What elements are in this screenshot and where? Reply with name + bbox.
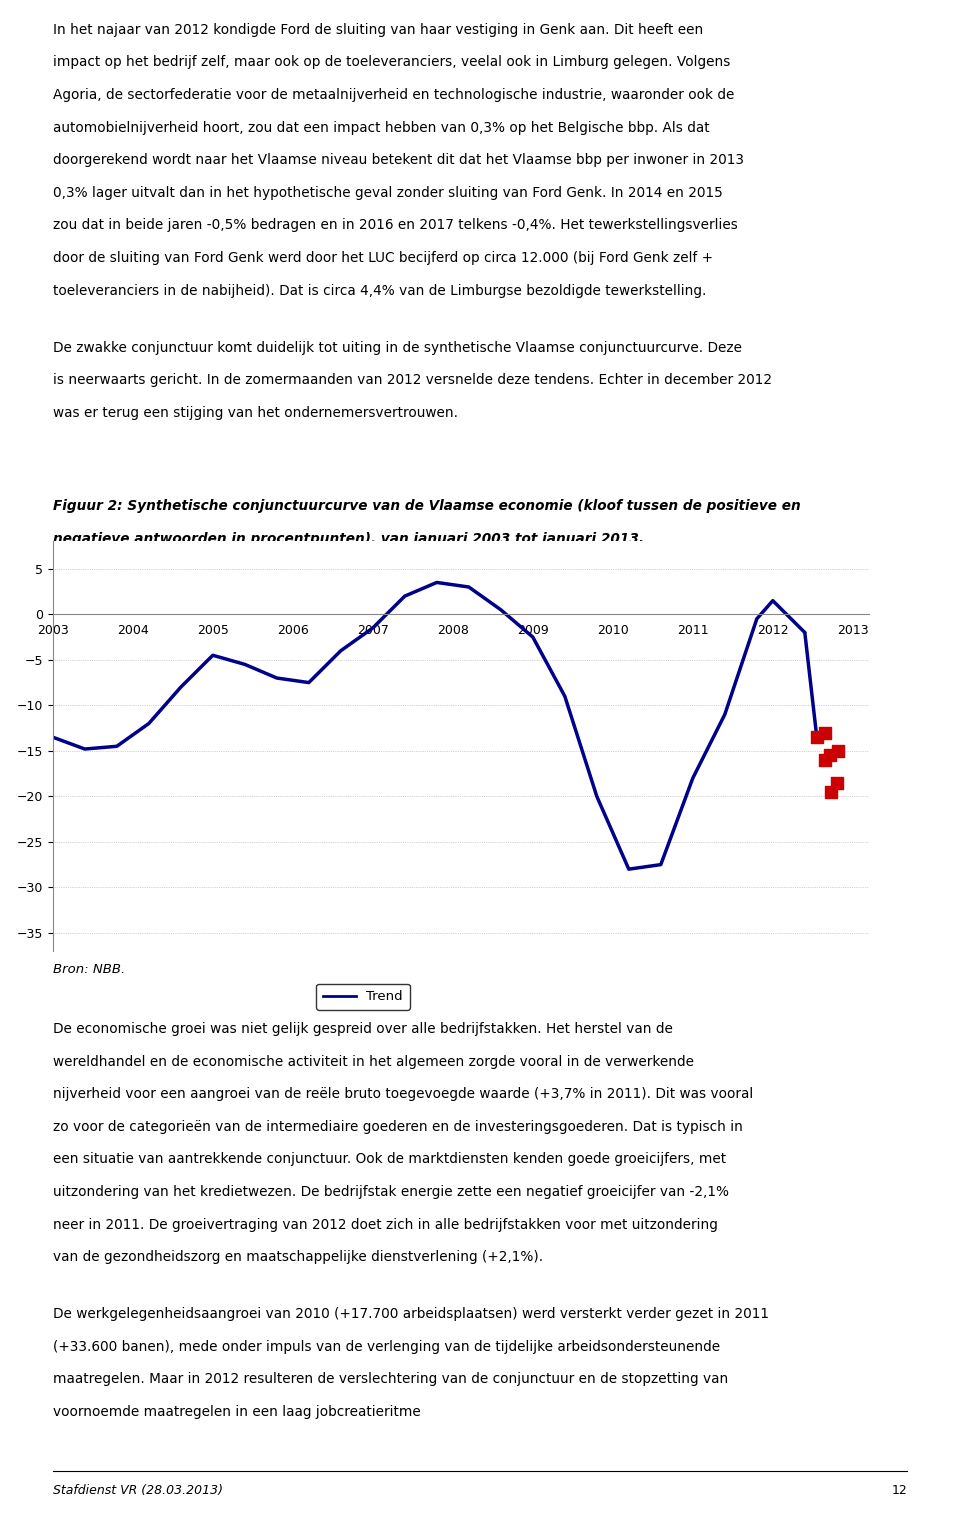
Text: van de gezondheidszorg en maatschappelijke dienstverlening (+2,1%).: van de gezondheidszorg en maatschappelij… <box>53 1250 543 1264</box>
Point <box>830 739 846 763</box>
Text: doorgerekend wordt naar het Vlaamse niveau betekent dit dat het Vlaamse bbp per : doorgerekend wordt naar het Vlaamse nive… <box>53 153 744 167</box>
Point <box>829 771 845 795</box>
Text: zou dat in beide jaren -0,5% bedragen en in 2016 en 2017 telkens -0,4%. Het tewe: zou dat in beide jaren -0,5% bedragen en… <box>53 218 737 232</box>
Legend: Trend: Trend <box>316 985 410 1010</box>
Text: voornoemde maatregelen in een laag jobcreatieritme: voornoemde maatregelen in een laag jobcr… <box>53 1405 420 1418</box>
Text: door de sluiting van Ford Genk werd door het LUC becijferd op circa 12.000 (bij : door de sluiting van Ford Genk werd door… <box>53 250 713 265</box>
Point <box>817 748 832 772</box>
Text: nijverheid voor een aangroei van de reële bruto toegevoegde waarde (+3,7% in 201: nijverheid voor een aangroei van de reël… <box>53 1088 753 1101</box>
Text: Stafdienst VR (28.03.2013): Stafdienst VR (28.03.2013) <box>53 1484 223 1497</box>
Text: uitzondering van het kredietwezen. De bedrijfstak energie zette een negatief gro: uitzondering van het kredietwezen. De be… <box>53 1185 729 1198</box>
Text: 12: 12 <box>892 1484 907 1497</box>
Text: 0,3% lager uitvalt dan in het hypothetische geval zonder sluiting van Ford Genk.: 0,3% lager uitvalt dan in het hypothetis… <box>53 185 723 200</box>
Text: De werkgelegenheidsaangroei van 2010 (+17.700 arbeidsplaatsen) werd versterkt ve: De werkgelegenheidsaangroei van 2010 (+1… <box>53 1308 769 1321</box>
Text: toeleveranciers in de nabijheid). Dat is circa 4,4% van de Limburgse bezoldigde : toeleveranciers in de nabijheid). Dat is… <box>53 284 707 297</box>
Text: Bron: NBB.: Bron: NBB. <box>53 963 125 977</box>
Text: Figuur 2: Synthetische conjunctuurcurve van de Vlaamse economie (kloof tussen de: Figuur 2: Synthetische conjunctuurcurve … <box>53 499 801 513</box>
Text: In het najaar van 2012 kondigde Ford de sluiting van haar vestiging in Genk aan.: In het najaar van 2012 kondigde Ford de … <box>53 23 703 36</box>
Text: zo voor de categorieën van de intermediaire goederen en de investeringsgoederen.: zo voor de categorieën van de intermedia… <box>53 1120 743 1133</box>
Text: De zwakke conjunctuur komt duidelijk tot uiting in de synthetische Vlaamse conju: De zwakke conjunctuur komt duidelijk tot… <box>53 340 742 355</box>
Text: een situatie van aantrekkende conjunctuur. Ook de marktdiensten kenden goede gro: een situatie van aantrekkende conjunctuu… <box>53 1153 726 1167</box>
Point <box>823 743 838 768</box>
Text: automobielnijverheid hoort, zou dat een impact hebben van 0,3% op het Belgische : automobielnijverheid hoort, zou dat een … <box>53 120 709 135</box>
Text: wereldhandel en de economische activiteit in het algemeen zorgde vooral in de ve: wereldhandel en de economische activitei… <box>53 1054 694 1068</box>
Text: (+33.600 banen), mede onder impuls van de verlenging van de tijdelijke arbeidson: (+33.600 banen), mede onder impuls van d… <box>53 1340 720 1353</box>
Text: is neerwaarts gericht. In de zomermaanden van 2012 versnelde deze tendens. Echte: is neerwaarts gericht. In de zomermaande… <box>53 373 772 387</box>
Text: negatieve antwoorden in procentpunten), van januari 2003 tot januari 2013.: negatieve antwoorden in procentpunten), … <box>53 531 644 546</box>
Point <box>809 725 825 749</box>
Text: Agoria, de sectorfederatie voor de metaalnijverheid en technologische industrie,: Agoria, de sectorfederatie voor de metaa… <box>53 88 734 102</box>
Text: neer in 2011. De groeivertraging van 2012 doet zich in alle bedrijfstakken voor : neer in 2011. De groeivertraging van 201… <box>53 1218 718 1232</box>
Text: was er terug een stijging van het ondernemersvertrouwen.: was er terug een stijging van het ondern… <box>53 405 458 420</box>
Text: maatregelen. Maar in 2012 resulteren de verslechtering van de conjunctuur en de : maatregelen. Maar in 2012 resulteren de … <box>53 1373 728 1387</box>
Text: impact op het bedrijf zelf, maar ook op de toeleveranciers, veelal ook in Limbur: impact op het bedrijf zelf, maar ook op … <box>53 56 731 70</box>
Text: De economische groei was niet gelijk gespreid over alle bedrijfstakken. Het hers: De economische groei was niet gelijk ges… <box>53 1022 673 1036</box>
Point <box>817 721 832 745</box>
Point <box>824 780 839 804</box>
